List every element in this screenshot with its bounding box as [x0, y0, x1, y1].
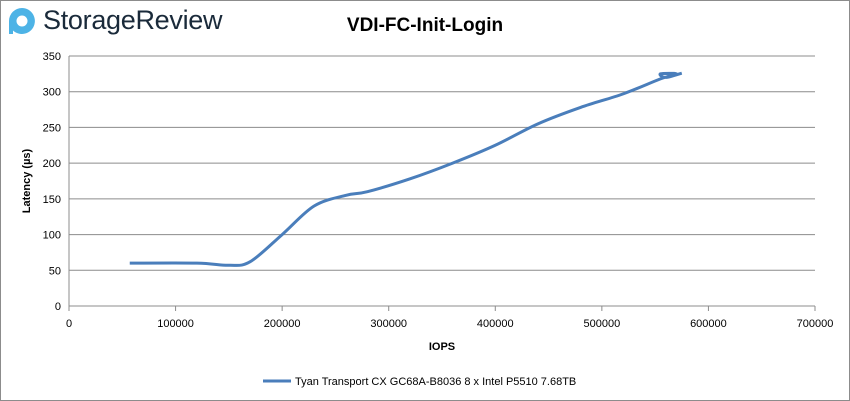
- series-line: [129, 71, 683, 267]
- y-tick-label: 350: [43, 51, 61, 63]
- y-tick-label: 250: [43, 122, 61, 134]
- x-axis-label: IOPS: [429, 341, 455, 353]
- y-tick-label: 100: [43, 230, 61, 242]
- y-tick-label: 300: [43, 87, 61, 99]
- logo-text: StorageReview: [43, 5, 223, 35]
- x-tick-label: 700000: [797, 318, 834, 330]
- x-tick-label: 600000: [690, 318, 727, 330]
- y-axis-label: Latency (µs): [21, 148, 33, 213]
- x-tick-label: 500000: [583, 318, 620, 330]
- x-tick-label: 200000: [264, 318, 301, 330]
- storagereview-logo-icon: [9, 7, 35, 34]
- y-tick-label: 0: [55, 301, 61, 313]
- y-tick-label: 50: [49, 265, 61, 277]
- y-tick-label: 200: [43, 158, 61, 170]
- logo: StorageReview: [7, 5, 223, 36]
- x-tick-label: 400000: [477, 318, 514, 330]
- legend-label: Tyan Transport CX GC68A-B8036 8 x Intel …: [295, 376, 576, 388]
- y-tick-label: 150: [43, 194, 61, 206]
- x-tick-label: 300000: [370, 318, 407, 330]
- x-tick-label: 0: [66, 318, 72, 330]
- chart-title: VDI-FC-Init-Login: [346, 15, 504, 36]
- x-tick-label: 100000: [157, 318, 194, 330]
